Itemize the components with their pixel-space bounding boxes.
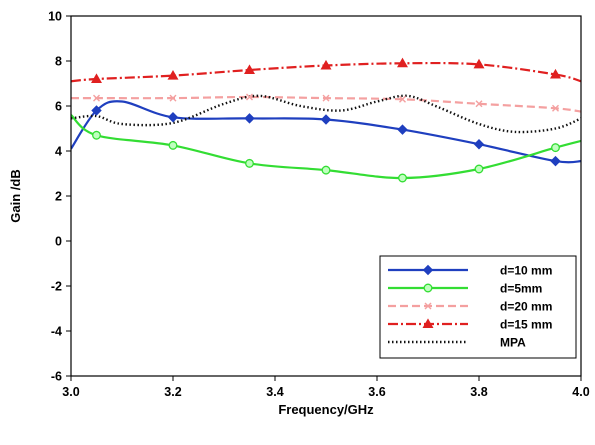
x-tick-label: 3.4 [266, 385, 283, 399]
data-point [244, 113, 255, 124]
legend-marker [424, 302, 432, 310]
data-point [168, 140, 178, 150]
data-point [320, 59, 332, 70]
y-tick-label: 4 [55, 145, 62, 159]
legend-label: MPA [500, 336, 526, 350]
data-point [244, 64, 255, 74]
data-point [167, 70, 179, 80]
legend-marker [422, 318, 434, 329]
data-point [475, 100, 483, 108]
data-point [91, 105, 102, 116]
data-point [321, 165, 331, 175]
data-point [167, 112, 179, 123]
data-point [399, 95, 406, 103]
series-line [71, 100, 581, 164]
x-tick-label: 3.8 [470, 385, 487, 399]
data-point [398, 173, 407, 183]
legend-label: d=5mm [500, 282, 542, 296]
legend-label: d=20 mm [500, 300, 552, 314]
data-point [92, 130, 101, 140]
y-tick-label: -6 [51, 370, 62, 384]
data-point [397, 124, 408, 135]
legend-marker [422, 264, 434, 276]
data-point [397, 57, 408, 68]
data-point [474, 164, 484, 174]
plot-markers [91, 57, 561, 183]
x-tick-label: 4.0 [572, 385, 589, 399]
data-point [246, 93, 253, 101]
y-tick-label: 10 [48, 10, 62, 24]
y-tick-label: 0 [55, 235, 62, 249]
y-axis-title: Gain /dB [8, 169, 23, 222]
y-tick-label: -2 [51, 280, 62, 294]
data-point [322, 94, 330, 102]
data-point [551, 143, 560, 153]
x-tick-label: 3.0 [62, 385, 79, 399]
axes: 3.0 3.2 3.4 3.6 3.8 4.0 -6 -4 -2 0 2 4 6 8 10 [48, 10, 590, 400]
data-point [550, 68, 561, 79]
series-line [71, 94, 581, 134]
data-point [550, 155, 561, 167]
legend-label: d=10 mm [500, 264, 552, 278]
data-point [473, 139, 485, 150]
x-axis-title: Frequency/GHz [278, 402, 374, 417]
y-tick-label: 8 [55, 55, 62, 69]
legend-marker [423, 283, 433, 293]
y-tick-label: 2 [55, 190, 62, 204]
data-point [245, 158, 254, 168]
legend: d=10 mm d=5mm d=20 mm d=15 mm MPA [379, 255, 577, 359]
data-point [93, 94, 100, 102]
data-point [320, 114, 332, 125]
data-point [552, 104, 559, 112]
x-tick-label: 3.6 [368, 385, 385, 399]
y-tick-label: 6 [55, 100, 62, 114]
y-tick-label: -4 [51, 325, 62, 339]
x-tick-label: 3.2 [164, 385, 181, 399]
data-point [91, 73, 102, 83]
legend-label: d=15 mm [500, 318, 552, 332]
data-point [473, 58, 485, 69]
data-point [169, 94, 177, 102]
